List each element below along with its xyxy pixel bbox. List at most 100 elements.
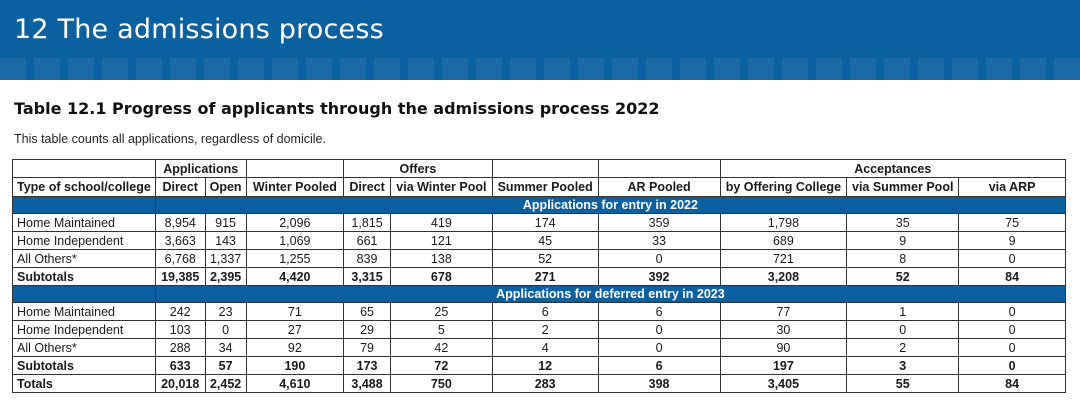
table-cell: 2,096 — [245, 213, 345, 232]
table-cell: 839 — [343, 249, 391, 268]
table-cell: 2 — [491, 320, 599, 339]
table-cell: 661 — [343, 231, 391, 250]
row-label: Home Independent — [12, 231, 156, 250]
table-cell: 0 — [958, 320, 1066, 339]
table-cell: 915 — [204, 213, 247, 232]
table-cell: 33 — [597, 231, 721, 250]
col-header-via-arp: via ARP — [958, 177, 1066, 197]
row-label: All Others* — [12, 338, 156, 357]
table-cell: 5 — [389, 320, 493, 339]
table-cell: 45 — [491, 231, 599, 250]
table-cell: 77 — [719, 302, 848, 321]
section-header-row: Applications for entry in 2022 — [12, 196, 1067, 214]
table-cell: 3,208 — [719, 267, 848, 286]
table-title: Table 12.1 Progress of applicants throug… — [14, 99, 660, 118]
table-cell: 71 — [245, 302, 345, 321]
section-blank — [12, 196, 156, 214]
table-cell: 1 — [846, 302, 960, 321]
table-cell: 52 — [491, 249, 599, 268]
table-cell: 3,405 — [719, 374, 848, 393]
table-cell: 30 — [719, 320, 848, 339]
table-row: All Others* 6,768 1,337 1,255 839 138 52 0 721 8 0 — [12, 249, 1066, 268]
table-cell: 6 — [597, 356, 721, 375]
table-cell: 288 — [154, 338, 206, 357]
table-cell: 174 — [491, 213, 599, 232]
table-cell: 1,069 — [245, 231, 345, 250]
table-cell: 4,610 — [245, 374, 345, 393]
row-label: Home Maintained — [12, 302, 156, 321]
table-cell: 65 — [343, 302, 391, 321]
table-cell: 19,385 — [154, 267, 206, 286]
table-row: Home Maintained 242 23 71 65 25 6 6 77 1 0 — [12, 302, 1066, 321]
table-cell: 1,255 — [245, 249, 345, 268]
subtotal-row: Subtotals 19,385 2,395 4,420 3,315 678 271 392 3… — [12, 267, 1066, 286]
table-cell: 92 — [245, 338, 345, 357]
table-cell: 721 — [719, 249, 848, 268]
table-cell: 1,798 — [719, 213, 848, 232]
table-cell: 90 — [719, 338, 848, 357]
row-label: Totals — [12, 374, 156, 393]
table-cell: 8 — [846, 249, 960, 268]
header-acceptances: Acceptances — [719, 159, 1066, 178]
col-header-open: Open — [204, 177, 247, 197]
header-blank — [245, 159, 345, 178]
table-cell: 3,315 — [343, 267, 391, 286]
table-cell: 2 — [846, 338, 960, 357]
table-cell: 271 — [491, 267, 599, 286]
section-title: Applications for entry in 2022 — [154, 196, 1067, 214]
col-header-via-summer-pool: via Summer Pool — [846, 177, 960, 197]
chapter-title: 12 The admissions process — [14, 14, 384, 45]
table-cell: 419 — [389, 213, 493, 232]
table-cell: 2,452 — [204, 374, 247, 393]
table-cell: 0 — [958, 302, 1066, 321]
banner-decoration — [0, 58, 1080, 80]
table-cell: 678 — [389, 267, 493, 286]
table-cell: 0 — [958, 338, 1066, 357]
header-blank — [597, 159, 721, 178]
chapter-banner: 12 The admissions process — [0, 0, 1080, 80]
table-cell: 633 — [154, 356, 206, 375]
col-header-winter-pooled: Winter Pooled — [245, 177, 345, 197]
table-cell: 57 — [204, 356, 247, 375]
table-cell: 0 — [597, 320, 721, 339]
table-cell: 3,663 — [154, 231, 206, 250]
table-cell: 242 — [154, 302, 206, 321]
section-title: Applications for deferred entry in 2023 — [154, 285, 1067, 303]
table-cell: 55 — [846, 374, 960, 393]
table-cell: 190 — [245, 356, 345, 375]
table-cell: 29 — [343, 320, 391, 339]
table-cell: 23 — [204, 302, 247, 321]
table-cell: 34 — [204, 338, 247, 357]
subtotal-row: Subtotals 633 57 190 173 72 12 6 197 3 0 — [12, 356, 1066, 375]
table-cell: 1,337 — [204, 249, 247, 268]
header-offers: Offers — [343, 159, 493, 178]
section-blank — [12, 285, 156, 303]
header-group-row: Applications Offers Acceptances — [12, 159, 1066, 178]
table-cell: 0 — [597, 338, 721, 357]
table-cell: 138 — [389, 249, 493, 268]
table-row: Home Independent 3,663 143 1,069 661 121 45 33 6… — [12, 231, 1066, 250]
table-cell: 8,954 — [154, 213, 206, 232]
table-cell: 72 — [389, 356, 493, 375]
table-cell: 0 — [958, 356, 1066, 375]
table-cell: 42 — [389, 338, 493, 357]
col-header-via-winter-pool: via Winter Pool — [389, 177, 493, 197]
table-cell: 0 — [204, 320, 247, 339]
table-cell: 84 — [958, 374, 1066, 393]
col-header-ar-pooled: AR Pooled — [597, 177, 721, 197]
col-header-by-offering-college: by Offering College — [719, 177, 848, 197]
table-cell: 750 — [389, 374, 493, 393]
col-header-direct: Direct — [154, 177, 206, 197]
table-cell: 52 — [846, 267, 960, 286]
table-cell: 6 — [597, 302, 721, 321]
table-cell: 689 — [719, 231, 848, 250]
table-cell: 283 — [491, 374, 599, 393]
table-cell: 6,768 — [154, 249, 206, 268]
table-cell: 121 — [389, 231, 493, 250]
table-cell: 0 — [597, 249, 721, 268]
table-row: All Others* 288 34 92 79 42 4 0 90 2 0 — [12, 338, 1066, 357]
totals-row: Totals 20,018 2,452 4,610 3,488 750 283 398 3,40… — [12, 374, 1066, 393]
col-header-type: Type of school/college — [12, 177, 156, 197]
header-applications: Applications — [154, 159, 247, 178]
table-cell: 3,488 — [343, 374, 391, 393]
